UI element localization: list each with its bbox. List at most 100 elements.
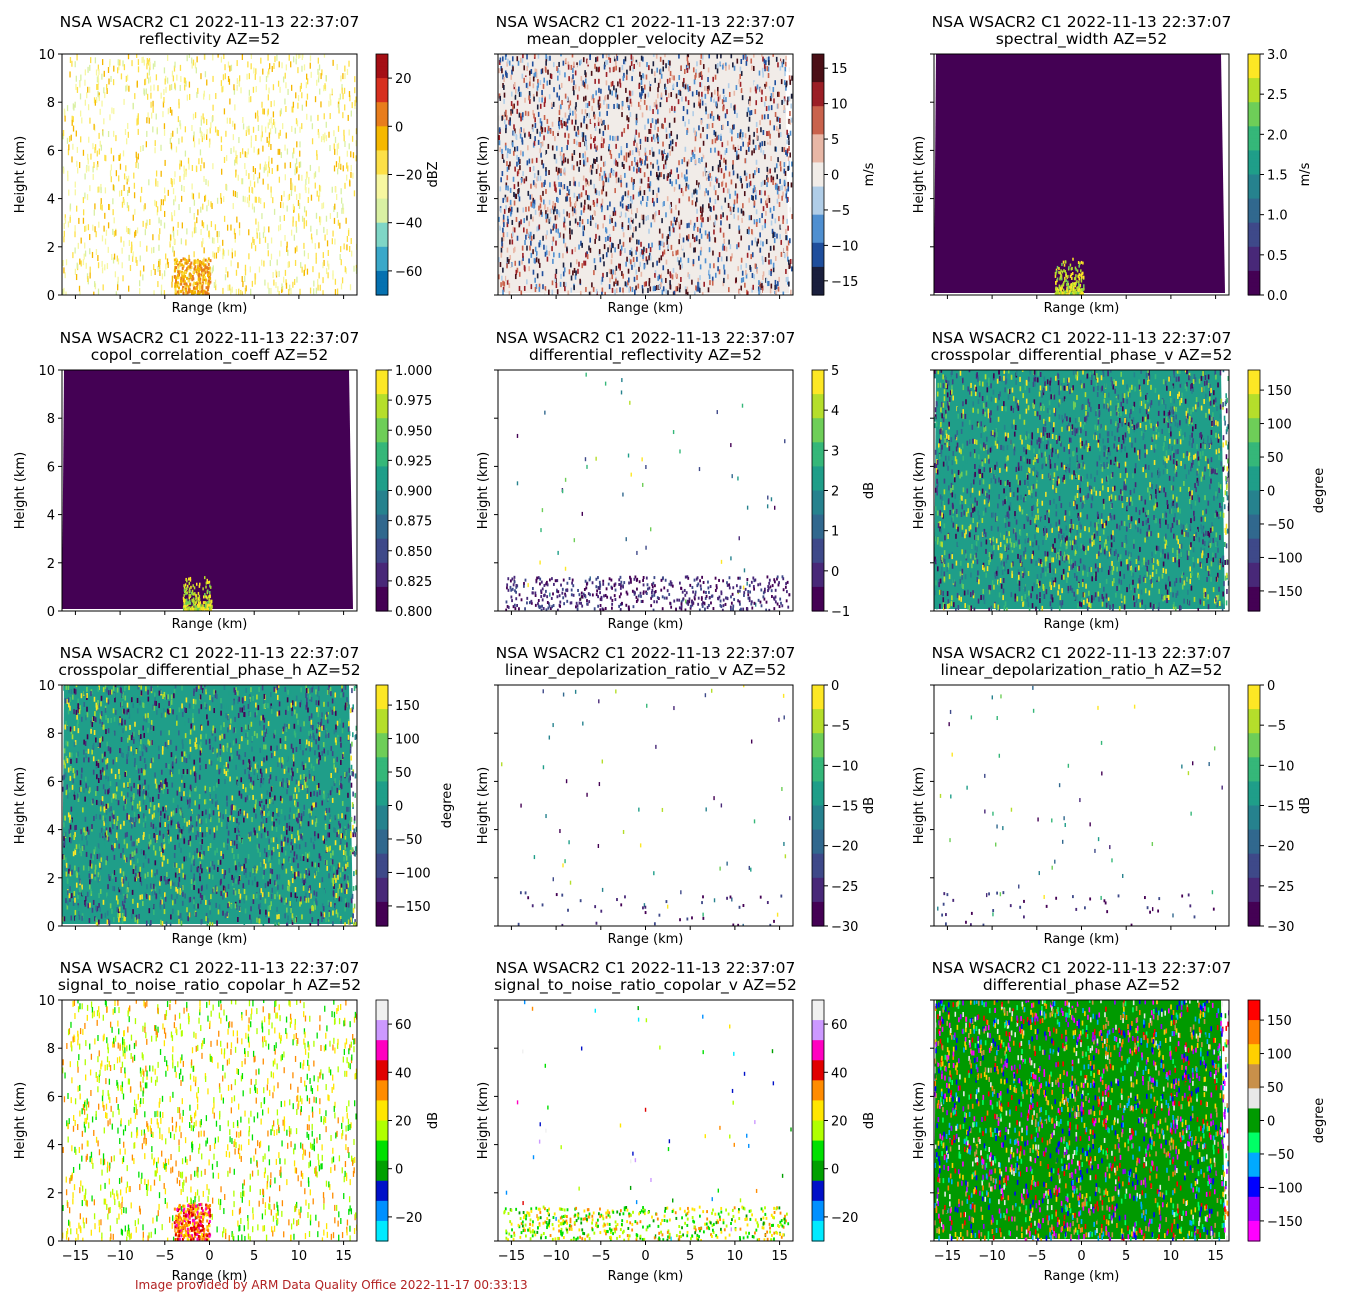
data-cell	[120, 73, 123, 80]
data-cell	[529, 194, 532, 200]
data-cell	[665, 111, 668, 117]
data-cell	[96, 150, 98, 157]
data-cell	[174, 287, 177, 291]
data-cell	[207, 608, 209, 611]
data-cell	[665, 107, 667, 113]
data-cell	[575, 131, 578, 137]
data-cell	[553, 252, 555, 258]
data-cell	[627, 225, 630, 231]
data-cell	[118, 154, 120, 161]
data-cell	[1059, 292, 1061, 295]
data-cell	[643, 84, 646, 90]
data-cell	[195, 593, 197, 597]
data-cell	[707, 287, 710, 293]
data-cell	[193, 141, 196, 148]
data-cell	[693, 79, 696, 85]
colorbar-segment	[376, 178, 388, 184]
data-cell	[750, 215, 753, 221]
data-cell	[584, 78, 587, 84]
data-cell	[523, 218, 526, 224]
data-cell	[760, 240, 762, 246]
data-cell	[335, 161, 338, 168]
data-cell	[714, 147, 716, 153]
data-cell	[98, 132, 100, 139]
data-cell	[74, 61, 76, 68]
data-cell	[338, 98, 340, 105]
data-cell	[649, 86, 651, 92]
data-cell	[572, 74, 574, 80]
data-cell	[268, 140, 270, 147]
data-cell	[78, 217, 80, 224]
data-cell	[220, 136, 223, 143]
data-cell	[183, 280, 186, 284]
data-cell	[695, 285, 697, 291]
data-cell	[569, 234, 571, 240]
data-cell	[608, 54, 610, 58]
data-cell	[253, 206, 255, 213]
y-tick-label: 6	[47, 460, 55, 475]
data-cell	[113, 230, 116, 237]
data-cell	[580, 202, 583, 208]
data-cell	[733, 199, 736, 205]
data-cell	[519, 208, 521, 214]
data-cell	[677, 174, 680, 180]
data-cell	[501, 115, 503, 121]
data-cell	[786, 245, 788, 251]
data-cell	[270, 192, 272, 199]
data-cell	[309, 62, 311, 69]
data-cell	[501, 237, 503, 243]
data-cell	[627, 268, 630, 274]
data-cell	[744, 101, 747, 107]
data-cell	[222, 248, 224, 255]
data-cell	[223, 156, 226, 163]
data-cell	[615, 288, 618, 294]
data-cell	[341, 207, 343, 214]
data-cell	[316, 229, 318, 236]
data-cell	[74, 181, 76, 188]
data-cell	[347, 229, 350, 236]
data-cell	[601, 276, 604, 282]
data-cell	[531, 202, 533, 208]
data-cell	[93, 123, 95, 130]
data-cell	[515, 193, 517, 199]
data-cell	[718, 252, 721, 258]
data-cell	[178, 261, 181, 265]
data-cell	[196, 271, 199, 275]
data-cell	[740, 257, 743, 263]
data-cell	[498, 274, 500, 280]
colorbar-segment	[1248, 198, 1260, 204]
colorbar-tick-label: 1.0	[1267, 209, 1288, 224]
data-cell	[748, 238, 750, 244]
data-cell	[745, 176, 748, 182]
data-cell	[181, 266, 184, 270]
data-cell	[724, 150, 727, 156]
data-cell	[516, 154, 518, 160]
data-cell	[766, 166, 769, 172]
data-cell	[188, 287, 191, 291]
colorbar-segment	[812, 94, 824, 99]
data-cell	[229, 117, 231, 124]
data-cell	[120, 189, 123, 196]
data-cell	[96, 83, 98, 90]
data-cell	[560, 104, 562, 110]
data-cell	[613, 103, 615, 109]
data-cell	[147, 112, 149, 119]
data-cell	[333, 143, 335, 150]
data-cell	[150, 247, 153, 254]
data-cell	[212, 251, 214, 258]
data-cell	[523, 207, 526, 213]
data-cell	[183, 608, 185, 611]
data-cell	[282, 202, 284, 209]
data-cell	[515, 269, 518, 275]
data-cell	[785, 188, 788, 194]
data-cell	[695, 131, 697, 137]
data-cell	[636, 275, 638, 281]
data-cell	[277, 286, 279, 293]
colorbar-segment	[812, 98, 824, 103]
data-cell	[732, 170, 735, 176]
colorbar-segment	[1248, 90, 1260, 95]
data-cell	[513, 227, 516, 233]
data-cell	[680, 276, 682, 282]
data-cell	[683, 252, 685, 258]
data-cell	[82, 259, 85, 266]
